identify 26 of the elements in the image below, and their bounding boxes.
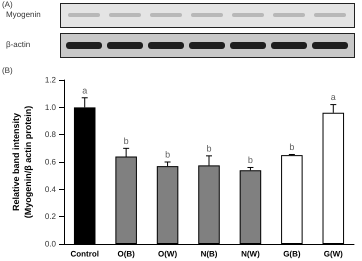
x-tick-label: O(B) (117, 250, 136, 258)
annotation: a (82, 85, 88, 96)
x-tick-label: O(W) (158, 250, 178, 258)
y-tick-label: 0.0 (44, 240, 57, 248)
annotation: b (165, 150, 170, 160)
text: Myogenin (6, 10, 41, 19)
text: (B) (2, 66, 13, 75)
x-tick-label: N(B) (200, 250, 218, 258)
y-tick-label: 0.8 (44, 130, 57, 140)
text: β-actin (6, 40, 30, 49)
text: (A) (2, 0, 13, 9)
y-tick-label: 0.6 (44, 158, 57, 166)
annotation: a (330, 92, 336, 102)
y-tick-label: 0.4 (44, 184, 57, 194)
x-tick-label: Control (70, 250, 99, 258)
y-axis-title: Relative band intensity (Myogenin/β actin protein) (10, 106, 33, 218)
x-tick-label: G(W) (324, 250, 344, 258)
y-tick-label: 0.2 (44, 212, 57, 222)
annotation: b (124, 136, 129, 146)
annotation: b (248, 154, 253, 165)
annotation: b (289, 142, 294, 152)
y-tick-label: 1.2 (44, 76, 57, 84)
y-tick-label: 1.0 (44, 102, 57, 112)
x-tick-label: N(W) (241, 250, 260, 258)
x-tick-label: G(B) (283, 250, 301, 258)
annotation: b (206, 143, 212, 154)
